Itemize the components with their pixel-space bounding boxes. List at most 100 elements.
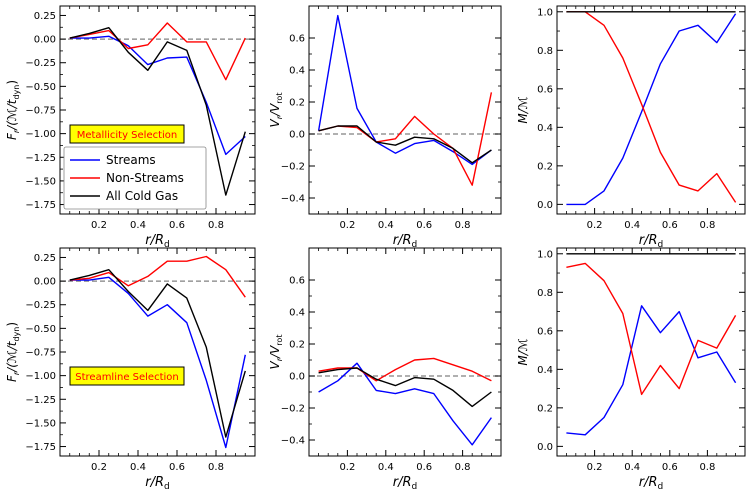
plot-frame [308, 247, 502, 457]
y-axis-label: M/ℳ [516, 338, 530, 365]
series-line-all [318, 367, 492, 408]
series-line-non-streams [69, 255, 246, 298]
x-tick-label: 0.2 [91, 220, 107, 231]
x-tick-label: 0.4 [624, 220, 640, 231]
series-line-streams [69, 35, 246, 156]
series-line-non-streams [566, 262, 737, 396]
y-tick-label: 0.0 [537, 200, 553, 211]
y-tick-label: 0.6 [289, 276, 305, 287]
y-tick-label: −0.2 [281, 404, 305, 415]
series-line-streams [318, 362, 492, 446]
series-line-non-streams [566, 11, 737, 203]
series-line-all [69, 269, 246, 438]
x-tick-label: 0.4 [378, 220, 394, 231]
x-tick-label: 0.2 [339, 462, 355, 473]
y-tick-label: 0.4 [537, 365, 553, 376]
y-tick-label: 0.6 [537, 326, 553, 337]
y-tick-label: 0.2 [537, 403, 553, 414]
x-axis-label: r/Rd [145, 233, 169, 250]
y-tick-label: 0.0 [537, 442, 553, 453]
y-tick-label: −0.50 [25, 82, 56, 93]
y-tick-label: −1.00 [25, 129, 56, 140]
series-line-non-streams [318, 92, 493, 186]
legend-label-non-streams: Non-Streams [106, 171, 184, 185]
x-tick-label: 0.6 [662, 220, 678, 231]
y-tick-label: −1.25 [25, 395, 56, 406]
series-line-streams [69, 276, 246, 449]
y-tick-label: −1.50 [25, 176, 56, 187]
x-tick-label: 0.8 [208, 462, 224, 473]
y-axis-label: Vr/Vrot [268, 335, 284, 370]
x-tick-label: 0.4 [130, 220, 146, 231]
y-tick-label: −0.25 [25, 300, 56, 311]
y-tick-label: 0.6 [537, 84, 553, 95]
legend-label-all-cold-gas: All Cold Gas [106, 189, 178, 203]
y-tick-label: 1.0 [537, 249, 553, 260]
x-tick-label: 0.8 [699, 462, 715, 473]
y-tick-label: −0.2 [281, 162, 305, 173]
panel-vel-metallicity: 0.2 0.4 0.6 0.8 0.6 0.4 0.2 0.0 −0.2 −0.4 r/Rd Vr/V… [268, 5, 502, 250]
y-tick-label: 0.00 [34, 35, 56, 46]
series-line-streams [566, 305, 737, 436]
y-tick-label: −1.75 [25, 442, 56, 453]
plot-frame [556, 5, 746, 215]
x-tick-label: 0.4 [624, 462, 640, 473]
y-tick-label: −0.4 [281, 436, 305, 447]
y-axis-label: Fr/(ℳ/tdyn) [5, 322, 21, 382]
y-tick-label: 0.25 [34, 253, 56, 264]
y-tick-label: 0.2 [289, 98, 305, 109]
x-tick-label: 0.8 [208, 220, 224, 231]
y-tick-label: −0.50 [25, 324, 56, 335]
y-tick-label: 0.4 [289, 308, 305, 319]
x-axis-label: r/Rd [393, 475, 417, 492]
x-tick-label: 0.2 [91, 462, 107, 473]
row-title-metallicity: Metallicity Selection [77, 130, 178, 141]
y-tick-label: 0.4 [537, 123, 553, 134]
x-tick-label: 0.4 [378, 462, 394, 473]
y-tick-label: −0.75 [25, 106, 56, 117]
y-tick-label: 0.4 [289, 66, 305, 77]
y-tick-label: −0.75 [25, 348, 56, 359]
y-tick-label: −1.00 [25, 371, 56, 382]
row-badge-metallicity: Metallicity Selection [69, 124, 185, 144]
x-tick-label: 0.6 [416, 462, 432, 473]
y-axis-label: Fr/(ℳ/tdyn) [5, 80, 21, 140]
x-axis-label: r/Rd [639, 475, 663, 492]
x-axis-label: r/Rd [639, 233, 663, 250]
y-tick-label: 0.8 [537, 46, 553, 57]
x-tick-label: 0.6 [416, 220, 432, 231]
x-tick-label: 0.6 [169, 220, 185, 231]
legend: Streams Non-Streams All Cold Gas [63, 146, 207, 210]
y-tick-label: 0.0 [289, 130, 305, 141]
x-tick-label: 0.8 [699, 220, 715, 231]
row-badge-streamline: Streamline Selection [69, 366, 185, 386]
x-tick-label: 0.4 [130, 462, 146, 473]
series-line-non-streams [69, 22, 246, 81]
y-tick-label: −1.75 [25, 200, 56, 211]
series-line-streams [566, 13, 737, 206]
y-tick-label: 0.2 [289, 340, 305, 351]
y-tick-label: 0.6 [289, 34, 305, 45]
x-tick-label: 0.8 [455, 462, 471, 473]
series-line-streams [317, 14, 492, 166]
y-tick-label: −0.4 [281, 194, 305, 205]
y-tick-label: 0.2 [537, 161, 553, 172]
plot-frame [59, 247, 256, 457]
panel-mass-metallicity: 0.2 0.4 0.6 0.8 0.0 0.2 0.4 0.6 0.8 1.0 r/Rd M/ℳ [516, 5, 746, 250]
panel-flux-metallicity: 0.2 0.4 0.6 0.8 0.25 0.00 −0.25 −0.50 −0.75 −1.00… [5, 5, 256, 250]
y-tick-label: −0.25 [25, 58, 56, 69]
series-line-all [69, 27, 246, 196]
x-tick-label: 0.8 [455, 220, 471, 231]
x-axis-label: r/Rd [393, 233, 417, 250]
y-tick-label: 0.00 [34, 277, 56, 288]
x-tick-label: 0.6 [662, 462, 678, 473]
panel-flux-streamline: 0.2 0.4 0.6 0.8 0.25 0.00 −0.25 −0.50 −0.75 −1.00… [5, 247, 256, 492]
x-axis-label: r/Rd [145, 475, 169, 492]
y-tick-label: −1.25 [25, 153, 56, 164]
y-axis-label: Vr/Vrot [268, 93, 284, 128]
x-tick-label: 0.2 [587, 220, 603, 231]
x-tick-label: 0.2 [339, 220, 355, 231]
y-tick-label: −1.50 [25, 418, 56, 429]
row-title-streamline: Streamline Selection [75, 372, 179, 383]
